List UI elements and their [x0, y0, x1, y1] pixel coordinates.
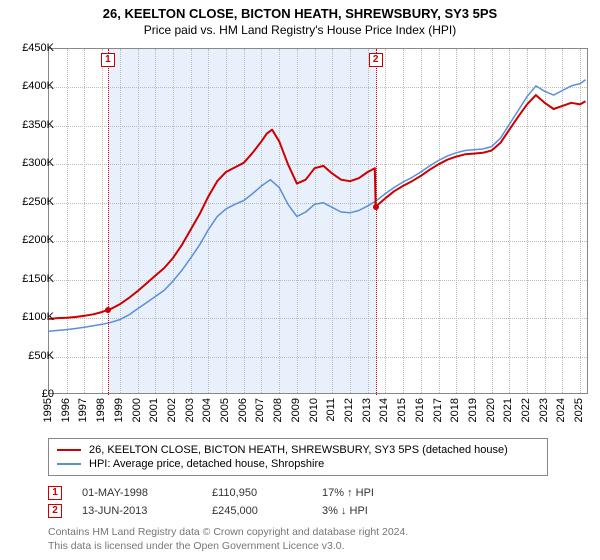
- sale-marker-line: [108, 49, 109, 395]
- legend-label: 26, KEELTON CLOSE, BICTON HEATH, SHREWSB…: [89, 444, 508, 456]
- x-tick-label: 2017: [432, 398, 444, 422]
- legend-row: 26, KEELTON CLOSE, BICTON HEATH, SHREWSB…: [57, 443, 539, 457]
- sales-table: 1 01-MAY-1998 £110,950 17% ↑ HPI 2 13-JUN-201…: [48, 484, 422, 520]
- sale-price: £110,950: [212, 487, 302, 499]
- sale-marker-line: [376, 49, 377, 395]
- footer-line-1: Contains HM Land Registry data © Crown c…: [48, 526, 408, 540]
- sale-row-marker: 1: [48, 486, 62, 500]
- x-tick-label: 2002: [166, 398, 178, 422]
- y-tick-label: £150K: [10, 273, 54, 285]
- sale-delta: 3% ↓ HPI: [322, 505, 422, 517]
- series-line-hpi: [49, 80, 586, 331]
- x-tick-label: 2019: [467, 398, 479, 422]
- x-tick-label: 2006: [237, 398, 249, 422]
- legend-swatch: [57, 449, 81, 451]
- x-tick-label: 1996: [60, 398, 72, 422]
- y-tick-label: £200K: [10, 234, 54, 246]
- sale-marker-box: 1: [101, 53, 115, 67]
- legend-row: HPI: Average price, detached house, Shro…: [57, 457, 539, 471]
- y-tick-label: £400K: [10, 80, 54, 92]
- x-tick-label: 2007: [254, 398, 266, 422]
- x-tick-label: 1999: [113, 398, 125, 422]
- x-tick-label: 2025: [573, 398, 585, 422]
- sale-marker-box: 2: [369, 53, 383, 67]
- chart-container: 26, KEELTON CLOSE, BICTON HEATH, SHREWSB…: [0, 0, 600, 560]
- sale-date: 01-MAY-1998: [82, 487, 192, 499]
- x-tick-label: 2011: [325, 398, 337, 422]
- x-tick-label: 2020: [485, 398, 497, 422]
- x-tick-label: 2000: [131, 398, 143, 422]
- legend-label: HPI: Average price, detached house, Shro…: [89, 458, 324, 470]
- x-tick-label: 2010: [308, 398, 320, 422]
- x-tick-label: 1995: [42, 398, 54, 422]
- series-svg: [49, 49, 589, 395]
- x-tick-label: 2008: [272, 398, 284, 422]
- chart-title: 26, KEELTON CLOSE, BICTON HEATH, SHREWSB…: [0, 0, 600, 21]
- x-tick-label: 2001: [148, 398, 160, 422]
- x-tick-label: 2014: [378, 398, 390, 422]
- x-tick-label: 2016: [414, 398, 426, 422]
- series-line-price_paid: [49, 95, 586, 319]
- x-tick-label: 1998: [95, 398, 107, 422]
- x-tick-label: 2015: [396, 398, 408, 422]
- chart-legend: 26, KEELTON CLOSE, BICTON HEATH, SHREWSB…: [48, 438, 548, 476]
- sale-delta: 17% ↑ HPI: [322, 487, 422, 499]
- y-tick-label: £450K: [10, 42, 54, 54]
- x-tick-label: 2012: [343, 398, 355, 422]
- x-tick-label: 2021: [502, 398, 514, 422]
- footer-line-2: This data is licensed under the Open Gov…: [48, 540, 408, 554]
- x-tick-label: 2018: [449, 398, 461, 422]
- sale-row-marker: 2: [48, 504, 62, 518]
- x-tick-label: 2005: [219, 398, 231, 422]
- x-tick-label: 2023: [538, 398, 550, 422]
- sale-price: £245,000: [212, 505, 302, 517]
- y-tick-label: £300K: [10, 157, 54, 169]
- x-tick-label: 2004: [201, 398, 213, 422]
- sale-date: 13-JUN-2013: [82, 505, 192, 517]
- y-tick-label: £100K: [10, 311, 54, 323]
- x-tick-label: 2009: [290, 398, 302, 422]
- chart-subtitle: Price paid vs. HM Land Registry's House …: [0, 21, 600, 41]
- sale-row: 1 01-MAY-1998 £110,950 17% ↑ HPI: [48, 484, 422, 502]
- legend-swatch: [57, 463, 81, 465]
- x-tick-label: 1997: [77, 398, 89, 422]
- y-tick-label: £250K: [10, 196, 54, 208]
- chart-plot-area: 12: [48, 48, 588, 394]
- y-tick-label: £350K: [10, 119, 54, 131]
- x-tick-label: 2003: [184, 398, 196, 422]
- x-tick-label: 2022: [520, 398, 532, 422]
- sale-marker-dot: [105, 307, 111, 313]
- x-tick-label: 2013: [361, 398, 373, 422]
- sale-marker-dot: [373, 204, 379, 210]
- chart-footer: Contains HM Land Registry data © Crown c…: [48, 526, 408, 553]
- y-tick-label: £50K: [10, 350, 54, 362]
- x-tick-label: 2024: [555, 398, 567, 422]
- sale-row: 2 13-JUN-2013 £245,000 3% ↓ HPI: [48, 502, 422, 520]
